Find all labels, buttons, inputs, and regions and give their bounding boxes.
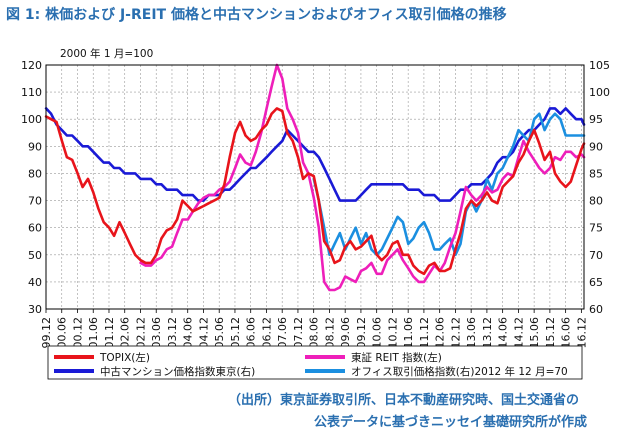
series-lines <box>44 63 586 292</box>
x-tick-label: 14.06 <box>497 317 510 349</box>
x-tick-label: 03.12 <box>166 317 179 349</box>
y-right-tick-label: 60 <box>589 303 603 316</box>
x-tick-label: 15.12 <box>544 317 557 349</box>
y-left-tick-label: 60 <box>28 222 42 235</box>
x-tick-label: 02.12 <box>134 317 147 349</box>
series-office <box>312 112 586 257</box>
legend-label-topix: TOPIX(左) <box>99 351 150 364</box>
x-tick-label: 10.12 <box>386 317 399 349</box>
x-tick-label: 99.12 <box>40 317 53 349</box>
y-right-tick-label: 65 <box>589 276 603 289</box>
legend-box <box>47 345 583 380</box>
x-tick-label: 14.12 <box>512 317 525 349</box>
legend-label-reit: 東証 REIT 指数(左) <box>351 351 442 364</box>
legend-label-condo: 中古マンション価格指数東京(右) <box>100 365 255 378</box>
x-tick-label: 06.12 <box>260 317 273 349</box>
x-tick-label: 04.06 <box>182 317 195 349</box>
chart-title: 図 1: 株価および J-REIT 価格と中古マンションおよびオフィス取引価格の… <box>6 7 507 23</box>
axes: 30 40 50 60 70 80 90 100 110 120 60 65 70 75 80 85 90 95 1… <box>21 59 610 349</box>
y-left-tick-label: 110 <box>21 86 42 99</box>
plot-frame <box>45 64 585 310</box>
x-tick-label: 05.06 <box>213 317 226 349</box>
y-right-tick-label: 85 <box>589 167 603 180</box>
unit-note: 2000 年 1 月=100 <box>60 48 154 60</box>
source-line-2: 公表データに基づきニッセイ基礎研究所が作成 <box>314 415 588 430</box>
y-left-tick-label: 70 <box>28 195 42 208</box>
x-tick-label: 13.06 <box>465 317 478 349</box>
x-tick-label: 16.06 <box>560 317 573 349</box>
x-tick-label: 09.12 <box>355 317 368 349</box>
series-reit <box>139 63 586 292</box>
legend-label-office: オフィス取引価格指数(右)2012 年 12 月=70 <box>351 365 568 378</box>
y-right-tick-label: 80 <box>589 195 603 208</box>
x-tick-label: 07.12 <box>292 317 305 349</box>
y-right-tick-label: 70 <box>589 249 603 262</box>
x-tick-label: 08.06 <box>308 317 321 349</box>
y-right-tick-label: 75 <box>589 222 603 235</box>
x-tick-label: 00.06 <box>56 317 69 349</box>
x-tick-label: 11.12 <box>418 317 431 349</box>
x-tick-label: 01.12 <box>103 317 116 349</box>
x-tick-label: 00.12 <box>71 317 84 349</box>
y-left-tick-label: 40 <box>28 276 42 289</box>
x-tick-label: 12.12 <box>449 317 462 349</box>
y-left-tick-label: 120 <box>21 59 42 72</box>
y-right-tick-label: 95 <box>589 113 603 126</box>
x-tick-label: 01.06 <box>87 317 100 349</box>
y-left-tick-label: 90 <box>28 140 42 153</box>
series-topix <box>44 107 586 276</box>
series-condo <box>44 107 586 202</box>
x-tick-label: 03.06 <box>150 317 163 349</box>
source-note: （出所）東京証券取引所、日本不動産研究時、国土交通省の 公表データに基づきニッセ… <box>222 390 632 434</box>
legend: TOPIX(左) 東証 REIT 指数(左) 中古マンション価格指数東京(右) … <box>47 345 583 380</box>
x-tick-label: 09.06 <box>339 317 352 349</box>
x-tick-label: 08.12 <box>323 317 336 349</box>
x-tick-label: 12.06 <box>434 317 447 349</box>
x-tick-label: 04.12 <box>197 317 210 349</box>
x-tick-label: 10.06 <box>371 317 384 349</box>
y-left-tick-label: 100 <box>21 113 42 126</box>
y-right-tick-label: 90 <box>589 140 603 153</box>
grid <box>46 65 584 309</box>
y-right-tick-label: 100 <box>589 86 610 99</box>
x-tick-label: 16.12 <box>575 317 588 349</box>
x-tick-label: 06.06 <box>245 317 258 349</box>
source-line-1: （出所）東京証券取引所、日本不動産研究時、国土交通省の <box>228 393 580 408</box>
x-tick-label: 02.06 <box>119 317 132 349</box>
y-left-tick-label: 50 <box>28 249 42 262</box>
y-left-tick-label: 80 <box>28 167 42 180</box>
x-tick-label: 15.06 <box>528 317 541 349</box>
x-tick-label: 05.12 <box>229 317 242 349</box>
y-left-tick-label: 30 <box>28 303 42 316</box>
x-tick-label: 07.06 <box>276 317 289 349</box>
x-tick-label: 11.06 <box>402 317 415 349</box>
y-right-tick-label: 105 <box>589 59 610 72</box>
x-tick-label: 13.12 <box>481 317 494 349</box>
